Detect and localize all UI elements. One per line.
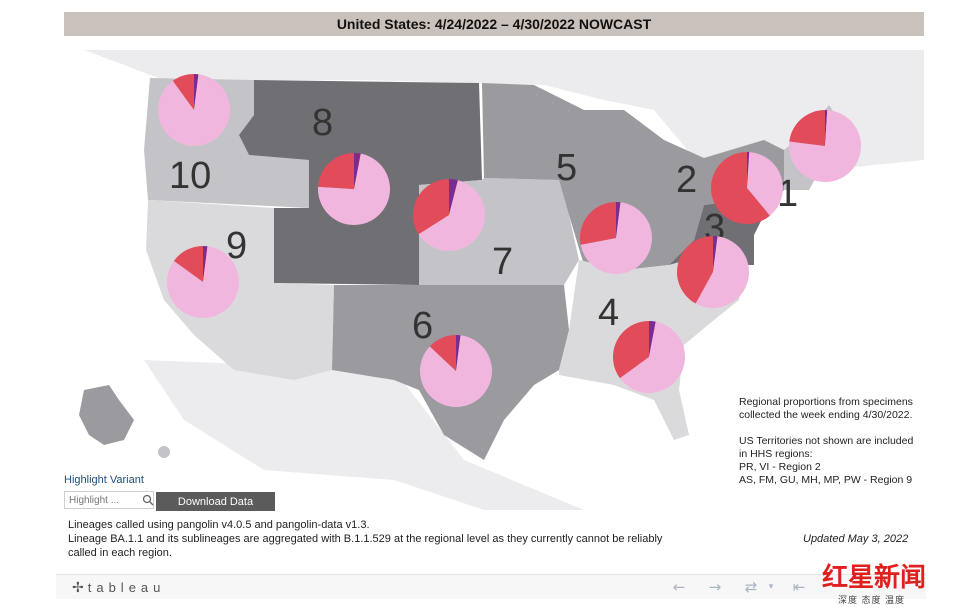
region-label-4: 4: [598, 292, 619, 334]
watermark-tagline: 深度 态度 温度: [838, 595, 906, 605]
pie-slice-tertiary[interactable]: [616, 202, 621, 238]
news-watermark: 红星新闻 深度 态度 温度: [822, 557, 956, 607]
pie-region-6[interactable]: [419, 335, 492, 407]
pie-slice-main[interactable]: [318, 153, 391, 226]
note-line: Regional proportions from specimens: [739, 396, 913, 408]
region-label-5: 5: [556, 147, 577, 189]
region-label-7: 7: [492, 241, 513, 283]
hawaii-shape[interactable]: [158, 446, 170, 458]
pie-region-10[interactable]: [158, 74, 230, 146]
tableau-logo[interactable]: ✢ tableau: [72, 579, 165, 596]
footnote-line: Lineage BA.1.1 and its sublineages are a…: [68, 533, 663, 545]
pie-slice-tertiary[interactable]: [747, 152, 750, 188]
pie-slice-main[interactable]: [789, 110, 861, 182]
pie-slice-main[interactable]: [619, 321, 685, 393]
pie-slice-secondary[interactable]: [413, 179, 449, 235]
download-data-button[interactable]: Download Data: [156, 492, 275, 511]
undo-arrow-icon[interactable]: ←: [672, 578, 686, 596]
watermark-logo: 红星新闻: [822, 563, 927, 593]
pie-region-3[interactable]: [677, 236, 749, 308]
tableau-wordmark: tableau: [87, 580, 166, 595]
pie-slice-main[interactable]: [747, 152, 783, 216]
footnote-line: called in each region.: [68, 547, 172, 559]
pie-slice-secondary[interactable]: [318, 153, 354, 189]
note-line: PR, VI - Region 2: [739, 461, 821, 473]
pie-slice-tertiary[interactable]: [194, 74, 199, 110]
pie-slice-main[interactable]: [167, 246, 240, 319]
pie-slice-secondary[interactable]: [429, 335, 456, 371]
pie-region-1[interactable]: [789, 110, 861, 182]
regional-notes: Regional proportions from specimens coll…: [737, 374, 929, 510]
pie-slice-tertiary[interactable]: [649, 321, 656, 357]
note-line: in HHS regions:: [739, 448, 813, 460]
pie-slice-main[interactable]: [158, 74, 230, 146]
pie-slice-tertiary[interactable]: [456, 335, 461, 371]
pie-slice-secondary[interactable]: [172, 74, 194, 110]
tableau-plus-icon: ✢: [72, 579, 84, 595]
pie-region-5[interactable]: [580, 202, 652, 274]
pie-slice-secondary[interactable]: [580, 202, 616, 245]
footnote: Lineages called using pangolin v4.0.5 an…: [68, 518, 768, 560]
pie-region-9[interactable]: [167, 246, 240, 319]
pie-slice-tertiary[interactable]: [449, 179, 458, 215]
redo-arrow-icon[interactable]: →: [708, 578, 722, 596]
note-line: collected the week ending 4/30/2022.: [739, 409, 913, 421]
region-9-area[interactable]: [146, 200, 334, 380]
pie-slice-secondary[interactable]: [173, 246, 203, 282]
region-label-8: 8: [312, 102, 333, 144]
pie-slice-secondary[interactable]: [612, 321, 649, 379]
pie-slice-tertiary[interactable]: [825, 110, 828, 146]
pie-slice-tertiary[interactable]: [354, 153, 361, 189]
us-region-map: 10 8 9 7 6 5 4 3 2 1: [79, 50, 924, 510]
pie-slice-main[interactable]: [419, 335, 492, 407]
pie-slice-secondary[interactable]: [711, 152, 770, 224]
revert-icon[interactable]: ⇄: [744, 578, 758, 596]
first-page-icon[interactable]: ⇤: [792, 578, 806, 596]
pie-slice-main[interactable]: [695, 236, 749, 308]
pie-slice-tertiary[interactable]: [203, 246, 208, 282]
revert-dropdown-icon[interactable]: ▾: [768, 582, 774, 592]
footnote-line: Lineages called using pangolin v4.0.5 an…: [68, 519, 370, 531]
dashboard-title: United States: 4/24/2022 – 4/30/2022 NOW…: [64, 12, 924, 36]
note-line: US Territories not shown are included: [739, 435, 914, 447]
pie-slice-main[interactable]: [580, 202, 652, 274]
note-line: AS, FM, GU, MH, MP, PW - Region 9: [739, 474, 913, 486]
pie-region-4[interactable]: [612, 321, 685, 393]
pie-region-7[interactable]: [413, 179, 485, 251]
pie-region-2[interactable]: [711, 152, 783, 224]
updated-date: Updated May 3, 2022: [803, 533, 909, 545]
region-label-9: 9: [226, 225, 247, 267]
pie-slice-tertiary[interactable]: [713, 236, 718, 272]
alaska-shape[interactable]: [79, 385, 134, 445]
region-label-6: 6: [412, 305, 433, 347]
pie-slice-secondary[interactable]: [677, 236, 713, 304]
pie-slice-main[interactable]: [418, 180, 485, 251]
tableau-toolbar: ✢ tableau ← → ⇄ ▾ ⇤: [56, 574, 926, 599]
region-label-2: 2: [676, 159, 697, 201]
search-icon[interactable]: [142, 494, 154, 506]
pie-slice-secondary[interactable]: [789, 110, 825, 146]
highlight-variant-input[interactable]: [64, 491, 154, 509]
highlight-variant-label: Highlight Variant: [64, 474, 144, 486]
region-label-10: 10: [169, 155, 211, 197]
pie-region-8[interactable]: [318, 153, 391, 226]
